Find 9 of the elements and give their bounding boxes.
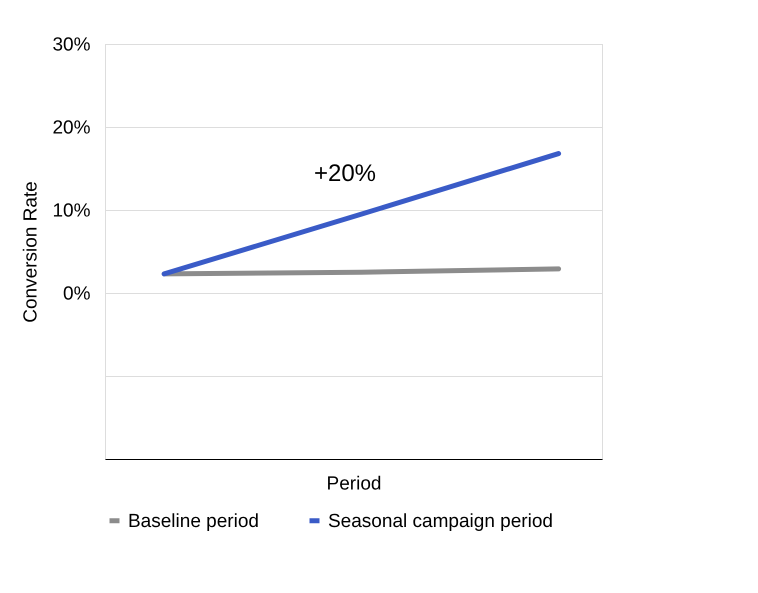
legend-label: Baseline period xyxy=(128,510,259,532)
y-tick-label: 20% xyxy=(52,118,91,138)
y-tick-label: 0% xyxy=(63,284,91,304)
x-axis-title: Period xyxy=(326,474,382,494)
y-axis-title: Conversion Rate xyxy=(20,181,42,323)
annotation: +20% xyxy=(314,160,376,187)
legend-label: Seasonal campaign period xyxy=(328,510,553,532)
y-tick-label: 30% xyxy=(52,34,91,56)
y-tick-label: 10% xyxy=(52,200,91,222)
